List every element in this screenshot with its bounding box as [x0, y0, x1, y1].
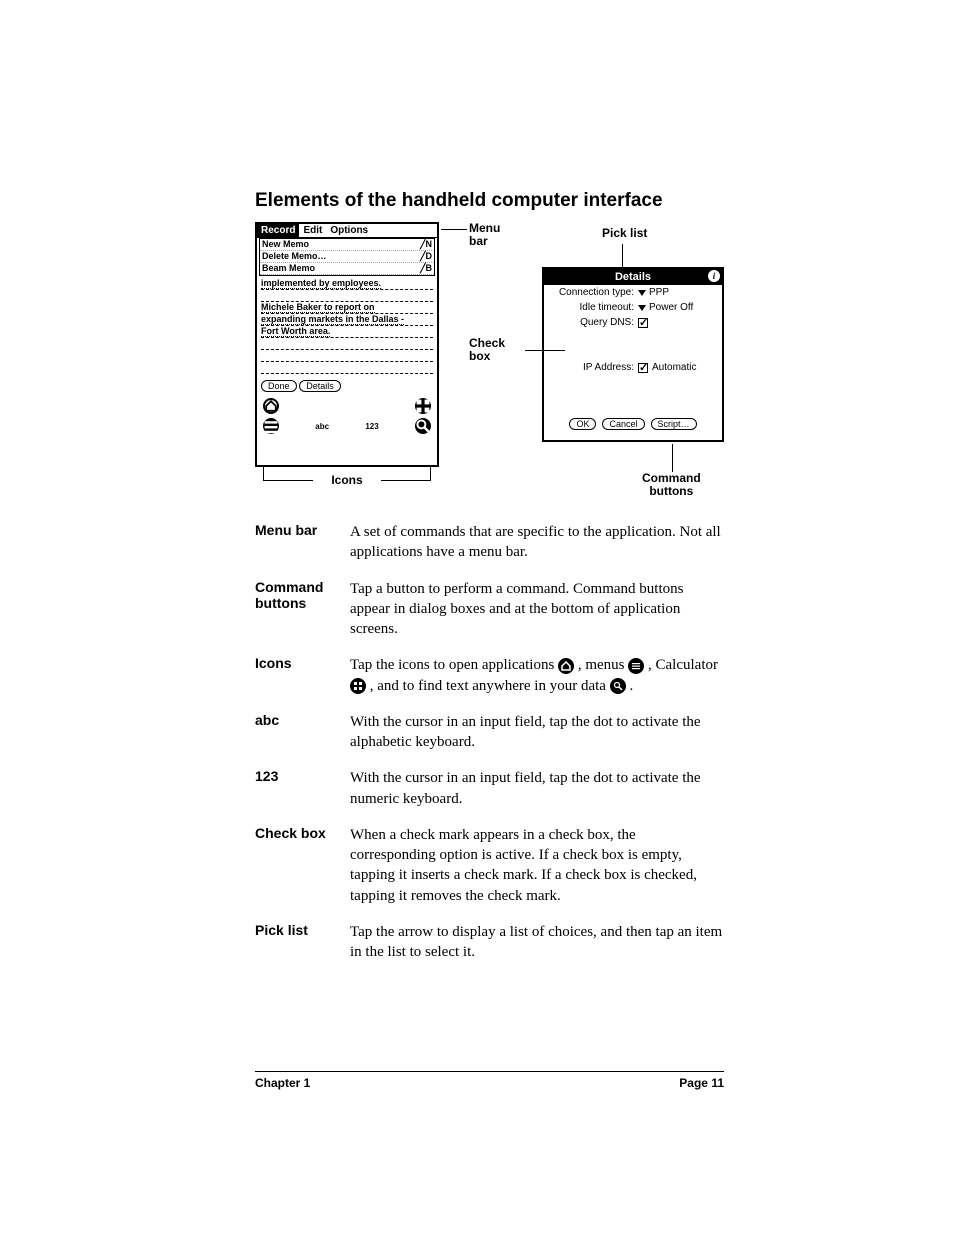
menu-item-new[interactable]: New Memo╱N — [260, 239, 434, 251]
apps-icon[interactable] — [415, 398, 431, 414]
script-button[interactable]: Script… — [651, 418, 697, 430]
home-icon — [558, 658, 574, 674]
page-footer: Chapter 1 Page 11 — [255, 1071, 724, 1090]
footer-page: Page 11 — [679, 1076, 724, 1090]
def-check-box: Check box When a check mark appears in a… — [255, 825, 724, 906]
figure-area: Record Edit Options New Memo╱N Delete Me… — [255, 222, 724, 487]
row-connection-type: Connection type: PPP — [544, 285, 722, 300]
button-row: Done Details — [257, 376, 437, 396]
def-icons: Icons Tap the icons to open applications… — [255, 655, 724, 696]
menu-options[interactable]: Options — [326, 224, 372, 237]
picklist-icon[interactable] — [638, 290, 646, 296]
menu-icon — [628, 658, 644, 674]
abc-label[interactable]: abc — [315, 422, 329, 431]
def-menu-bar: Menu bar A set of commands that are spec… — [255, 522, 724, 563]
callout-menu-bar: Menu bar — [469, 222, 500, 248]
find-icon — [610, 678, 626, 694]
home-icon[interactable] — [263, 398, 279, 414]
row-query-dns: Query DNS: — [544, 315, 722, 330]
menu-edit[interactable]: Edit — [299, 224, 326, 237]
callout-check-box: Check box — [469, 337, 505, 363]
menu-item-delete[interactable]: Delete Memo…╱D — [260, 251, 434, 263]
callout-pick-list: Pick list — [602, 227, 647, 240]
definitions-list: Menu bar A set of commands that are spec… — [255, 522, 724, 962]
footer-chapter: Chapter 1 — [255, 1076, 310, 1090]
callout-column: Menu bar Check box — [469, 222, 512, 487]
dialog-buttons: OK Cancel Script… — [544, 412, 722, 436]
picklist-value[interactable]: Power Off — [649, 302, 693, 313]
row-idle-timeout: Idle timeout: Power Off — [544, 300, 722, 315]
cancel-button[interactable]: Cancel — [602, 418, 644, 430]
menu-bar[interactable]: Record Edit Options — [257, 224, 437, 238]
callout-icons: Icons — [255, 473, 439, 487]
menu-icon[interactable] — [263, 418, 279, 434]
screenshot-memo-app: Record Edit Options New Memo╱N Delete Me… — [255, 222, 439, 467]
callout-command-buttons: Command buttons — [642, 472, 701, 498]
checkbox[interactable] — [638, 318, 648, 328]
info-icon[interactable]: i — [708, 270, 720, 282]
silkscreen-row-1 — [257, 396, 437, 416]
find-icon[interactable] — [415, 418, 431, 434]
row-ip-address: IP Address: Automatic — [544, 360, 722, 375]
menu-record[interactable]: Record — [257, 224, 299, 237]
silkscreen-row-2: abc 123 — [257, 416, 437, 436]
picklist-icon[interactable] — [638, 305, 646, 311]
section-heading: Elements of the handheld computer interf… — [255, 190, 724, 212]
picklist-value[interactable]: PPP — [649, 287, 669, 298]
def-abc: abc With the cursor in an input field, t… — [255, 712, 724, 753]
123-label[interactable]: 123 — [365, 422, 378, 431]
ip-value: Automatic — [652, 362, 696, 373]
done-button[interactable]: Done — [261, 380, 297, 392]
screenshot-details-dialog: Details i Connection type: PPP Idle time… — [542, 267, 724, 442]
calculator-icon — [350, 678, 366, 694]
menu-item-beam[interactable]: Beam Memo╱B — [260, 263, 434, 275]
def-command-buttons: Command buttons Tap a button to perform … — [255, 579, 724, 640]
def-123: 123 With the cursor in an input field, t… — [255, 768, 724, 809]
ok-button[interactable]: OK — [569, 418, 596, 430]
checkbox[interactable] — [638, 363, 648, 373]
dialog-title: Details i — [544, 269, 722, 285]
menu-dropdown: New Memo╱N Delete Memo…╱D Beam Memo╱B — [259, 238, 435, 276]
details-button[interactable]: Details — [299, 380, 341, 392]
def-pick-list: Pick list Tap the arrow to display a lis… — [255, 922, 724, 963]
memo-text-area[interactable]: implemented by employees. Michele Baker … — [257, 276, 437, 376]
